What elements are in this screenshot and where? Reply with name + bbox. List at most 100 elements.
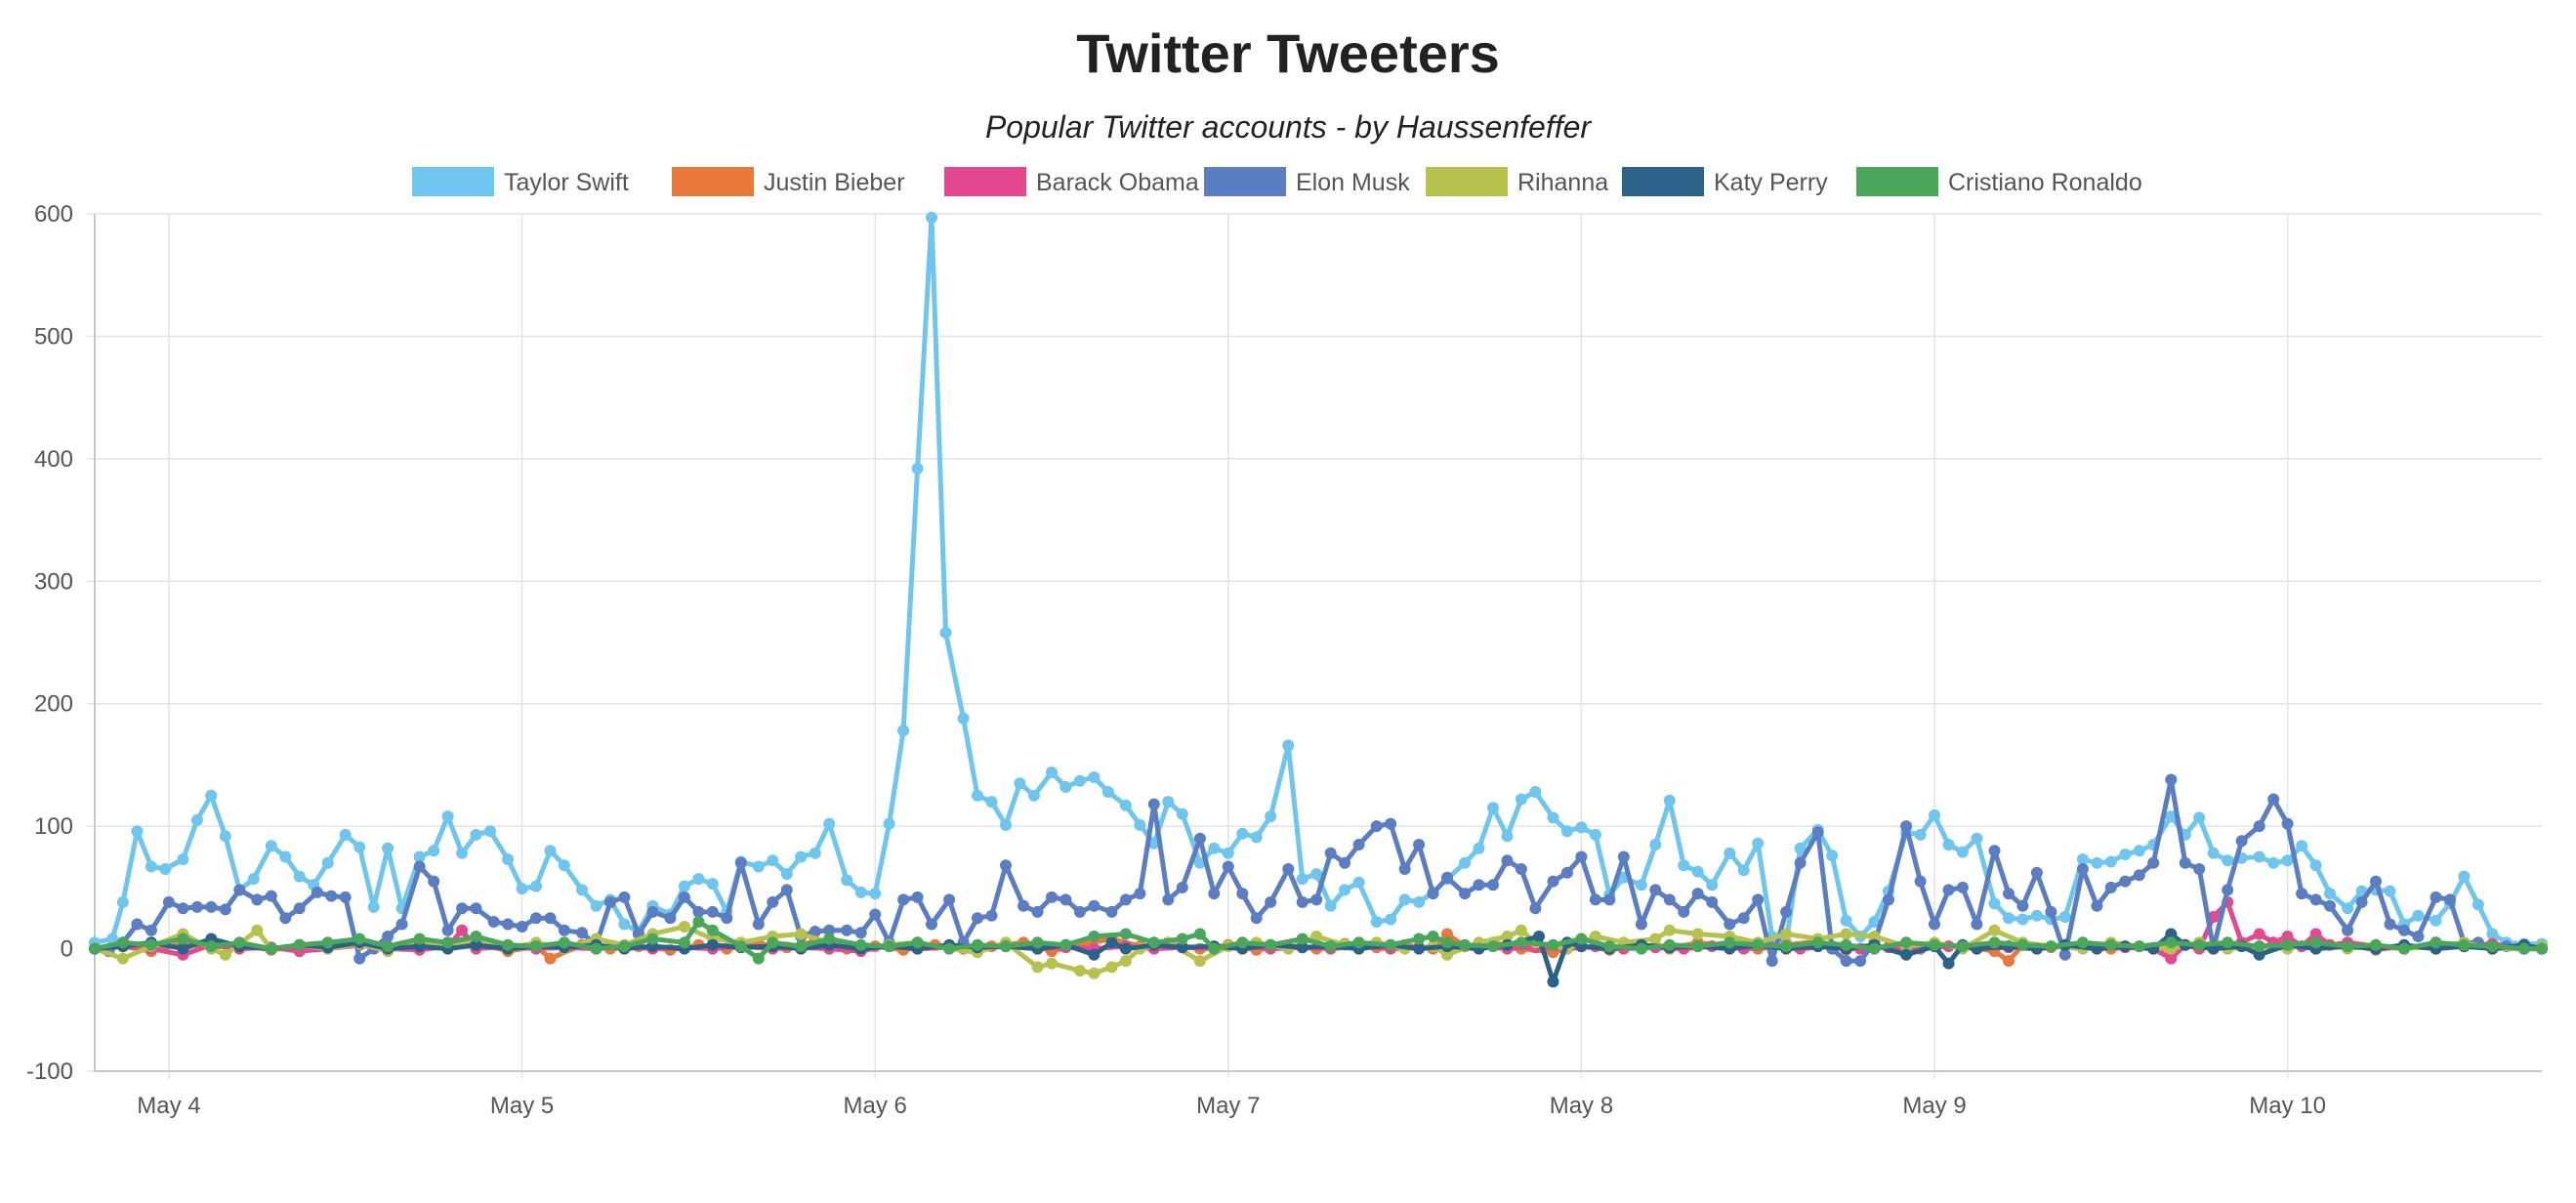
data-point[interactable] [2309,928,2322,940]
data-point[interactable] [972,789,983,802]
data-point[interactable] [1501,854,1514,867]
data-point[interactable] [1988,845,2001,857]
data-point[interactable] [530,912,542,925]
data-point[interactable] [1929,918,1940,931]
data-point[interactable] [233,936,246,949]
data-point[interactable] [1441,936,1453,949]
data-point[interactable] [1900,948,1913,961]
data-point[interactable] [1296,895,1309,908]
data-point[interactable] [1059,938,1072,951]
data-point[interactable] [395,918,408,931]
data-point[interactable] [1000,859,1012,872]
data-point[interactable] [2253,820,2265,833]
data-point[interactable] [911,891,924,903]
data-point[interactable] [2430,891,2442,903]
data-point[interactable] [145,860,157,873]
legend-item-elon-musk[interactable]: Elon Musk [1204,167,1410,196]
data-point[interactable] [1691,888,1704,900]
data-point[interactable] [1236,827,1249,840]
data-point[interactable] [1956,846,1969,858]
data-point[interactable] [1840,914,1852,927]
data-point[interactable] [943,893,956,906]
data-point[interactable] [353,952,366,965]
data-point[interactable] [2267,856,2280,869]
data-point[interactable] [854,938,867,951]
data-point[interactable] [2253,948,2265,961]
data-point[interactable] [1119,893,1132,906]
legend-item-barack-obama[interactable]: Barack Obama [944,167,1199,196]
data-point[interactable] [2342,940,2354,953]
data-point[interactable] [1533,931,1545,942]
data-point[interactable] [2133,869,2145,882]
data-point[interactable] [177,902,189,915]
data-point[interactable] [2267,793,2280,806]
data-point[interactable] [1236,888,1249,900]
data-point[interactable] [911,936,924,949]
data-point[interactable] [1603,940,1616,953]
data-point[interactable] [1059,781,1072,793]
data-point[interactable] [2003,955,2015,968]
data-point[interactable] [767,895,779,908]
data-point[interactable] [646,933,659,945]
data-point[interactable] [1780,940,1793,953]
data-point[interactable] [2309,893,2322,906]
data-point[interactable] [926,918,937,931]
data-point[interactable] [1413,942,1426,955]
data-point[interactable] [456,924,469,936]
data-point[interactable] [2165,936,2178,949]
data-point[interactable] [1635,918,1647,931]
data-point[interactable] [2536,942,2548,955]
data-point[interactable] [1236,936,1249,949]
data-point[interactable] [1119,955,1132,968]
data-point[interactable] [734,856,747,869]
data-point[interactable] [1059,893,1072,906]
data-point[interactable] [205,940,218,953]
data-point[interactable] [2370,938,2382,951]
data-point[interactable] [1176,881,1188,893]
data-point[interactable] [1956,940,1969,953]
data-point[interactable] [2430,936,2442,949]
data-point[interactable] [1222,847,1234,859]
data-point[interactable] [734,940,747,953]
data-point[interactable] [1459,888,1472,900]
data-point[interactable] [2165,773,2178,786]
data-point[interactable] [706,878,719,891]
data-point[interactable] [897,725,910,737]
data-point[interactable] [502,938,515,951]
data-point[interactable] [2058,948,2071,961]
data-point[interactable] [413,850,426,863]
data-point[interactable] [706,938,719,951]
data-point[interactable] [2119,849,2132,860]
data-point[interactable] [1147,936,1160,949]
data-point[interactable] [1459,938,1472,951]
data-point[interactable] [544,952,557,965]
data-point[interactable] [1147,798,1160,810]
data-point[interactable] [1193,955,1206,968]
data-point[interactable] [441,924,454,936]
data-point[interactable] [558,924,570,936]
data-point[interactable] [1265,938,1277,951]
data-point[interactable] [2104,881,2117,893]
data-point[interactable] [265,890,277,902]
legend-item-rihanna[interactable]: Rihanna [1426,167,1608,196]
data-point[interactable] [752,952,765,965]
data-point[interactable] [1589,828,1601,841]
data-point[interactable] [502,918,515,931]
data-point[interactable] [516,921,528,933]
data-point[interactable] [116,936,129,949]
data-point[interactable] [2281,938,2294,951]
data-point[interactable] [618,940,631,953]
data-point[interactable] [1515,863,1527,875]
data-point[interactable] [1473,879,1485,892]
data-point[interactable] [1988,897,2001,910]
data-point[interactable] [1265,810,1277,823]
data-point[interactable] [1046,767,1058,778]
data-point[interactable] [2016,938,2029,951]
data-point[interactable] [2324,899,2336,912]
data-point[interactable] [1222,860,1234,873]
data-point[interactable] [767,936,779,949]
data-point[interactable] [1370,916,1383,928]
data-point[interactable] [1988,924,2001,936]
data-point[interactable] [1119,928,1132,940]
data-point[interactable] [325,890,338,902]
